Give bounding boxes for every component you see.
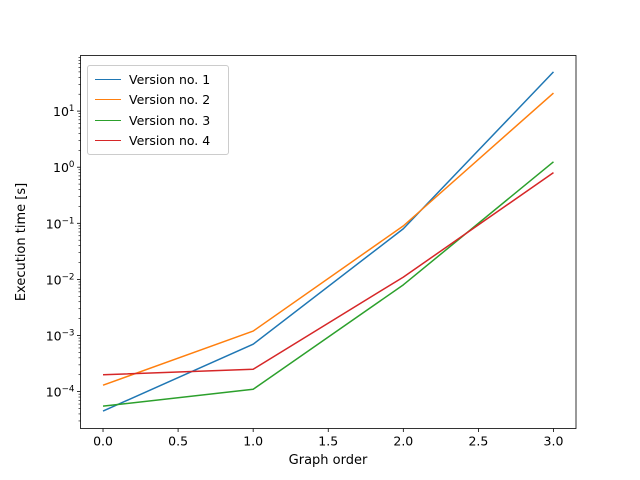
y-tick-label: 100: [53, 160, 74, 175]
legend-line-sample: [95, 78, 121, 80]
x-tick-label: 2.0: [393, 434, 413, 449]
y-tick-label: 10−3: [46, 329, 75, 344]
series-line-version-no-1: [102, 71, 555, 412]
legend-label: Version no. 4: [129, 133, 211, 149]
y-tick-label: 10−1: [46, 216, 75, 231]
x-tick-label: 3.0: [544, 434, 564, 449]
x-tick-label: 0.0: [93, 434, 113, 449]
x-tick-label: 1.5: [318, 434, 338, 449]
y-tick-label: 10−2: [46, 272, 75, 287]
x-tick-label: 2.5: [468, 434, 488, 449]
y-tick-label: 101: [53, 104, 74, 119]
legend-item: Version no. 1: [95, 69, 221, 90]
series-line-version-no-4: [102, 172, 554, 376]
legend-line-sample: [95, 119, 121, 121]
legend-item: Version no. 2: [95, 90, 221, 111]
x-axis-label: Graph order: [289, 453, 368, 468]
legend-label: Version no. 1: [129, 71, 211, 87]
legend-item: Version no. 4: [95, 131, 221, 152]
legend: Version no. 1 Version no. 2 Version no. 3 V…: [87, 65, 229, 155]
series-line-version-no-2: [102, 92, 554, 386]
x-tick-label: 1.0: [243, 434, 263, 449]
y-axis-label: Execution time [s]: [14, 183, 29, 301]
legend-item: Version no. 3: [95, 110, 221, 131]
legend-label: Version no. 2: [129, 92, 211, 108]
legend-line-sample: [95, 99, 121, 101]
legend-line-sample: [95, 140, 121, 142]
series-line-version-no-3: [102, 161, 554, 407]
x-tick-label: 0.5: [168, 434, 188, 449]
legend-label: Version no. 3: [129, 112, 211, 128]
y-tick-label: 10−4: [46, 385, 75, 400]
